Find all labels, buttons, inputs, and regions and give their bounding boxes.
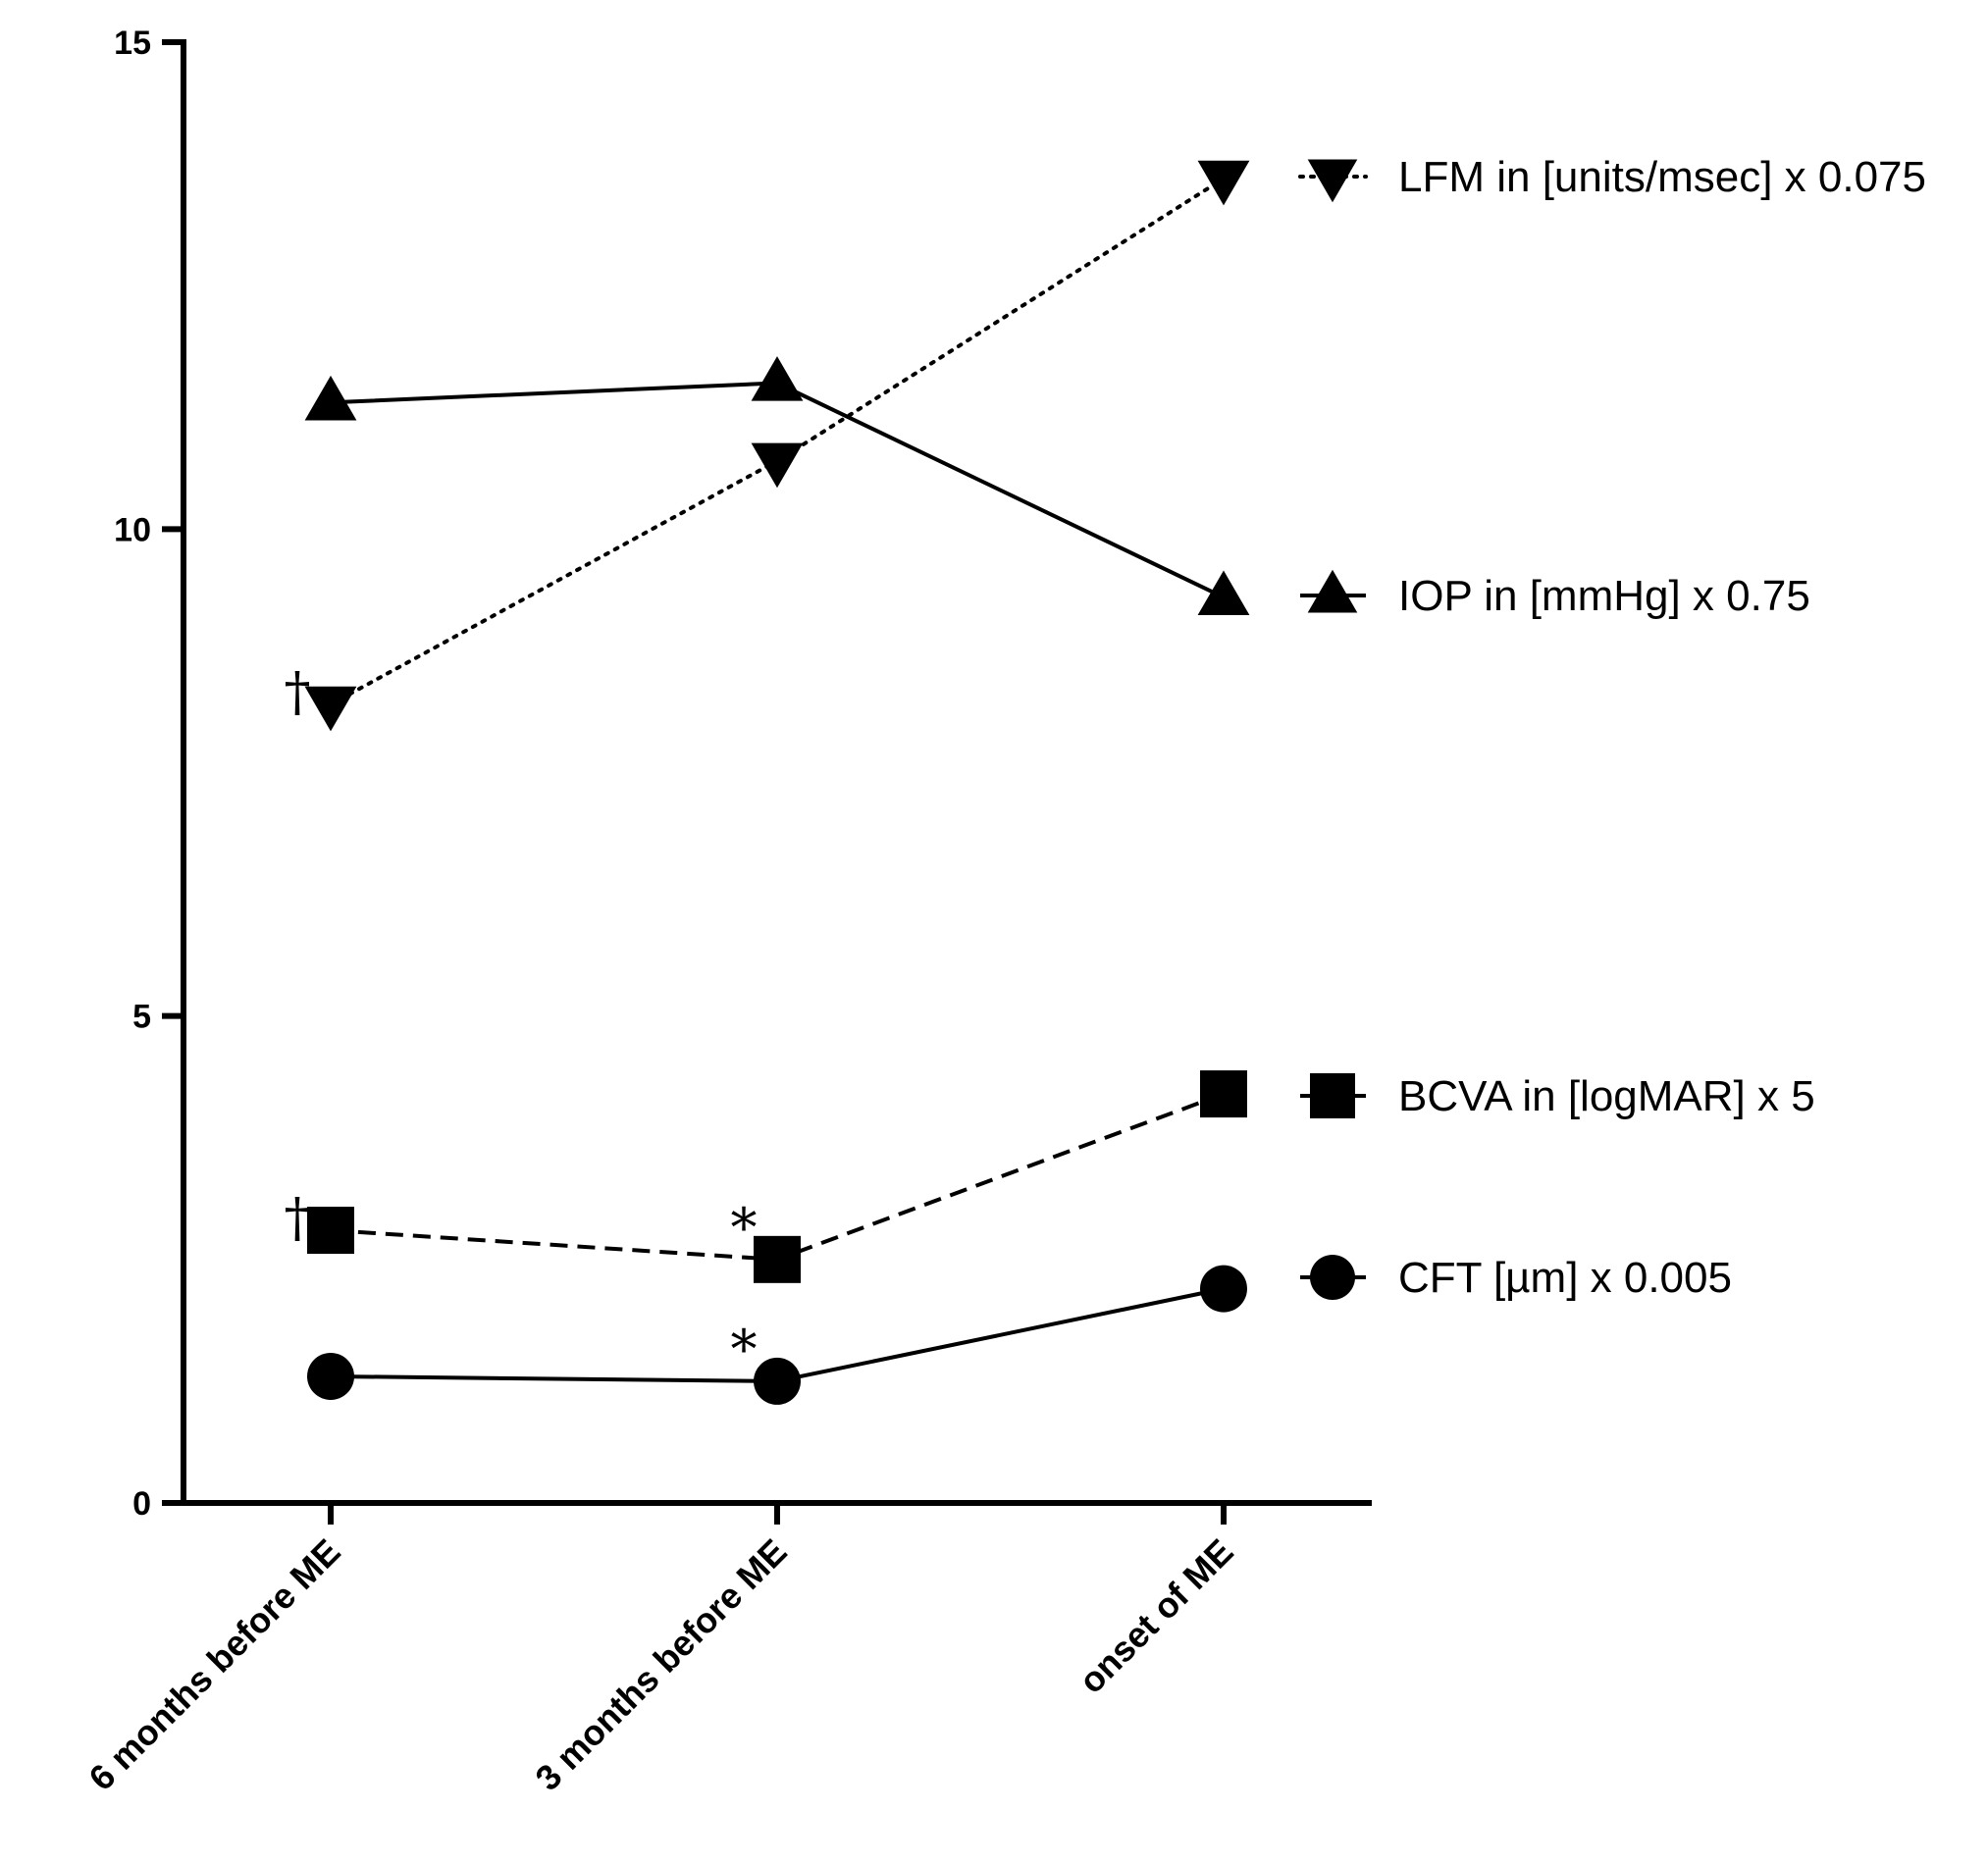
series-line-iop (330, 381, 1225, 599)
legend-label: LFM in [units/msec] x 0.075 (1398, 153, 1926, 201)
data-point-iop (1197, 570, 1250, 616)
annotations: † † * * (285, 661, 758, 1380)
data-point-iop (304, 375, 357, 421)
data-point-bcva (1200, 1070, 1247, 1118)
data-point-bcva (754, 1235, 801, 1283)
x-tick-label: 6 months before ME (80, 1531, 347, 1798)
series-lfm (304, 160, 1250, 732)
legend-item-iop: IOP in [mmHg] x 0.75 (1300, 569, 1810, 620)
y-tick-label: 15 (114, 25, 151, 62)
y-tick-label: 0 (132, 1485, 151, 1523)
legend-item-bcva: BCVA in [logMAR] x 5 (1300, 1072, 1815, 1120)
data-point-lfm (751, 442, 804, 489)
legend-marker-iop (1307, 569, 1358, 613)
series-layer (304, 160, 1250, 1405)
significance-marker: † (285, 661, 311, 723)
data-point-lfm (1197, 160, 1250, 206)
legend-item-lfm: LFM in [units/msec] x 0.075 (1298, 153, 1926, 203)
y-ticks: 0 5 10 15 (114, 25, 183, 1523)
legend-label: IOP in [mmHg] x 0.75 (1398, 572, 1810, 620)
x-tick-label: onset of ME (1071, 1531, 1240, 1701)
data-point-cft (1200, 1265, 1247, 1313)
significance-marker: * (731, 1319, 758, 1380)
data-point-iop (751, 356, 804, 401)
series-line-lfm (329, 176, 1226, 707)
series-line-bcva (330, 1092, 1225, 1262)
series-iop (304, 356, 1250, 616)
x-ticks: 6 months before ME 3 months before ME onse… (80, 1503, 1241, 1798)
y-tick-label: 10 (114, 511, 151, 548)
legend-marker-cft (1310, 1255, 1355, 1300)
series-cft (307, 1265, 1247, 1405)
legend-marker-lfm (1307, 159, 1358, 203)
significance-marker: * (731, 1197, 758, 1259)
data-point-lfm (304, 686, 357, 732)
axes (181, 39, 1372, 1506)
x-tick-label: 3 months before ME (527, 1531, 794, 1798)
data-point-cft (754, 1357, 801, 1405)
y-tick-label: 5 (132, 999, 151, 1036)
significance-marker: † (285, 1187, 311, 1249)
legend-label: CFT [µm] x 0.005 (1398, 1254, 1732, 1302)
legend-label: BCVA in [logMAR] x 5 (1398, 1072, 1815, 1120)
data-point-bcva (307, 1207, 354, 1255)
series-bcva (307, 1070, 1247, 1283)
legend-marker-bcva (1310, 1073, 1355, 1118)
legend-item-cft: CFT [µm] x 0.005 (1300, 1254, 1732, 1302)
data-point-cft (307, 1352, 354, 1400)
legend: LFM in [units/msec] x 0.075 IOP in [mmHg]… (1298, 153, 1926, 1302)
